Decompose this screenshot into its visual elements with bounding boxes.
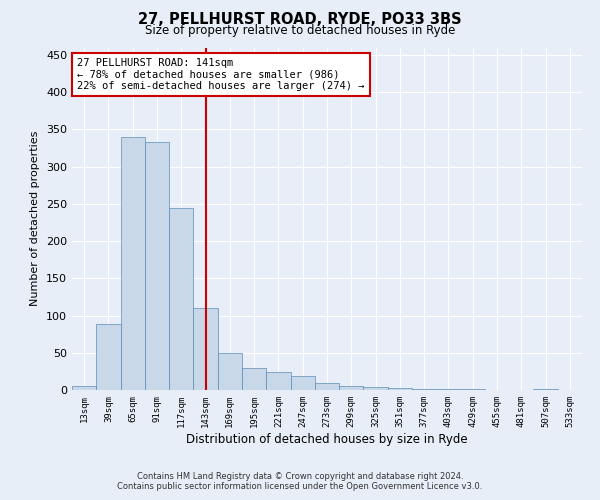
Bar xyxy=(193,308,218,390)
Bar xyxy=(388,388,412,390)
Bar xyxy=(145,142,169,390)
Bar xyxy=(315,384,339,390)
Bar xyxy=(72,386,96,390)
Bar xyxy=(364,387,388,390)
Bar xyxy=(412,388,436,390)
Text: 27, PELLHURST ROAD, RYDE, PO33 3BS: 27, PELLHURST ROAD, RYDE, PO33 3BS xyxy=(138,12,462,28)
Bar xyxy=(266,372,290,390)
X-axis label: Distribution of detached houses by size in Ryde: Distribution of detached houses by size … xyxy=(186,432,468,446)
Bar xyxy=(96,324,121,390)
Bar xyxy=(339,386,364,390)
Bar xyxy=(169,208,193,390)
Bar xyxy=(121,137,145,390)
Y-axis label: Number of detached properties: Number of detached properties xyxy=(31,131,40,306)
Text: Size of property relative to detached houses in Ryde: Size of property relative to detached ho… xyxy=(145,24,455,37)
Bar xyxy=(242,368,266,390)
Text: 27 PELLHURST ROAD: 141sqm
← 78% of detached houses are smaller (986)
22% of semi: 27 PELLHURST ROAD: 141sqm ← 78% of detac… xyxy=(77,58,365,91)
Bar xyxy=(290,376,315,390)
Bar xyxy=(218,353,242,390)
Text: Contains HM Land Registry data © Crown copyright and database right 2024.
Contai: Contains HM Land Registry data © Crown c… xyxy=(118,472,482,491)
